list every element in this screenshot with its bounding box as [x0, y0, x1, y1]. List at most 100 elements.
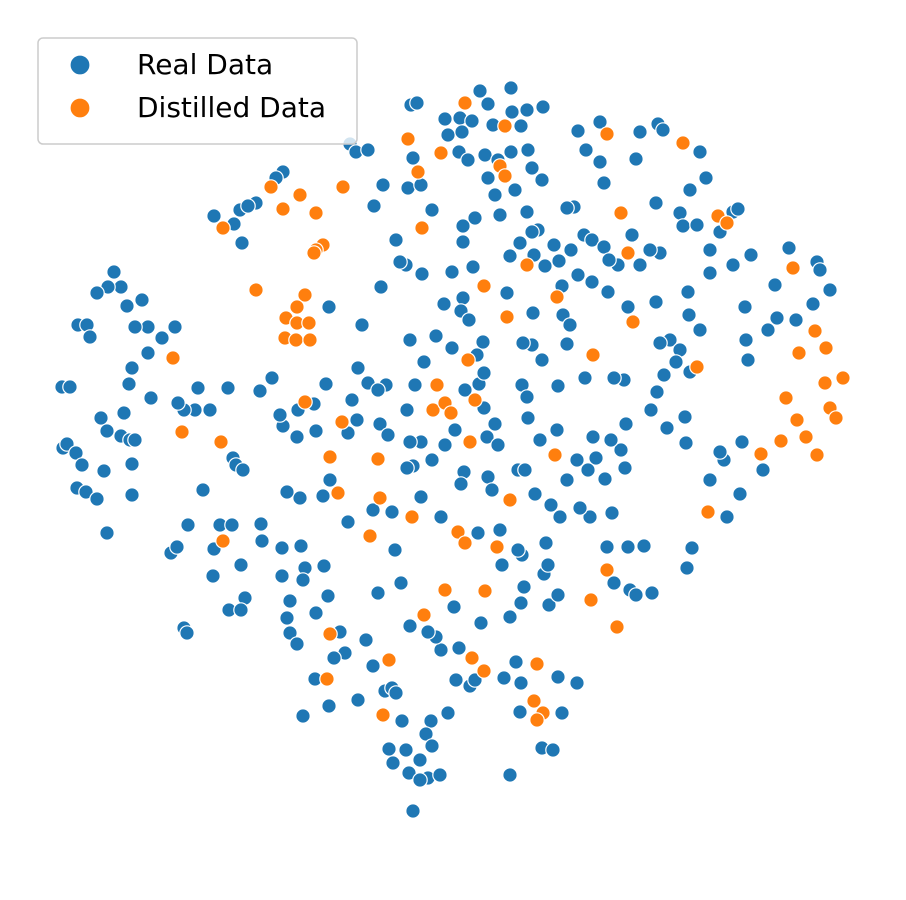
point — [460, 152, 476, 168]
point — [835, 370, 851, 386]
point — [370, 451, 386, 467]
point — [659, 420, 675, 436]
point — [405, 150, 421, 166]
point — [599, 562, 615, 578]
point — [525, 305, 541, 321]
point — [534, 172, 550, 188]
point — [400, 131, 416, 147]
point — [401, 765, 417, 781]
point — [541, 597, 557, 613]
point — [545, 742, 561, 758]
point — [702, 242, 718, 258]
point — [140, 319, 156, 335]
point — [520, 142, 536, 158]
point — [513, 595, 529, 611]
point — [370, 585, 386, 601]
point — [410, 164, 426, 180]
point — [350, 692, 366, 708]
point — [550, 587, 566, 603]
point — [476, 278, 492, 294]
point — [319, 671, 335, 687]
point — [407, 377, 423, 393]
point — [195, 482, 211, 498]
point — [215, 220, 231, 236]
point — [455, 234, 471, 250]
point — [414, 266, 430, 282]
point — [497, 168, 513, 184]
point — [62, 379, 78, 395]
point — [519, 204, 535, 220]
point — [572, 500, 588, 516]
point — [464, 650, 480, 666]
point — [753, 446, 769, 462]
point — [532, 432, 548, 448]
point — [372, 416, 388, 432]
point — [402, 332, 418, 348]
point — [677, 409, 693, 425]
point — [534, 352, 550, 368]
point — [263, 179, 279, 195]
point — [529, 712, 545, 728]
point — [473, 615, 489, 631]
point — [570, 123, 586, 139]
point — [252, 383, 268, 399]
point — [292, 490, 308, 506]
point — [620, 539, 636, 555]
point — [380, 427, 396, 443]
point — [424, 452, 440, 468]
point — [113, 279, 129, 295]
point — [465, 259, 481, 275]
point — [689, 359, 705, 375]
point — [678, 435, 694, 451]
point — [400, 180, 416, 196]
point — [755, 462, 771, 478]
point — [538, 535, 554, 551]
point — [358, 632, 374, 648]
point — [224, 517, 240, 533]
point — [124, 487, 140, 503]
legend-box — [37, 37, 358, 145]
point — [547, 447, 563, 463]
point — [535, 99, 551, 115]
point — [692, 144, 708, 160]
point — [562, 317, 578, 333]
point — [335, 179, 351, 195]
point — [592, 114, 608, 130]
point — [206, 208, 222, 224]
point — [668, 354, 684, 370]
point — [293, 538, 309, 554]
legend-label: Real Data — [137, 48, 273, 81]
point — [680, 284, 696, 300]
point — [460, 352, 476, 368]
point — [326, 650, 342, 666]
point — [519, 102, 535, 118]
point — [725, 257, 741, 273]
point — [429, 377, 445, 393]
point — [805, 296, 821, 312]
point — [798, 429, 814, 445]
point — [373, 279, 389, 295]
point — [606, 370, 622, 386]
point — [480, 170, 496, 186]
point — [513, 675, 529, 691]
point — [254, 533, 270, 549]
point — [692, 322, 708, 338]
point — [476, 663, 492, 679]
point — [472, 83, 488, 99]
point — [402, 434, 418, 450]
point — [584, 274, 600, 290]
point — [440, 705, 456, 721]
point — [550, 378, 566, 394]
point — [78, 484, 94, 500]
point — [569, 675, 585, 691]
point — [470, 525, 486, 541]
point — [89, 285, 105, 301]
point — [405, 803, 421, 819]
point — [282, 593, 298, 609]
point — [412, 752, 428, 768]
point — [609, 619, 625, 635]
point — [320, 588, 336, 604]
point — [446, 599, 462, 615]
point — [404, 509, 420, 525]
point — [392, 254, 408, 270]
